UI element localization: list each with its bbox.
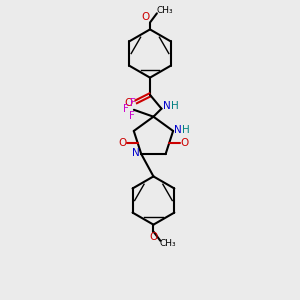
Text: N: N: [132, 148, 140, 158]
Text: O: O: [118, 137, 126, 148]
Text: H: H: [171, 101, 179, 111]
Text: CH₃: CH₃: [157, 6, 173, 15]
Text: O: O: [125, 98, 133, 108]
Text: F: F: [123, 104, 129, 114]
Text: F: F: [129, 111, 135, 121]
Text: F: F: [130, 98, 136, 108]
Text: O: O: [142, 12, 150, 22]
Text: N: N: [174, 125, 182, 135]
Text: O: O: [181, 137, 189, 148]
Text: CH₃: CH₃: [159, 239, 176, 248]
Text: O: O: [149, 232, 158, 242]
Text: H: H: [182, 125, 190, 135]
Text: N: N: [164, 101, 171, 111]
